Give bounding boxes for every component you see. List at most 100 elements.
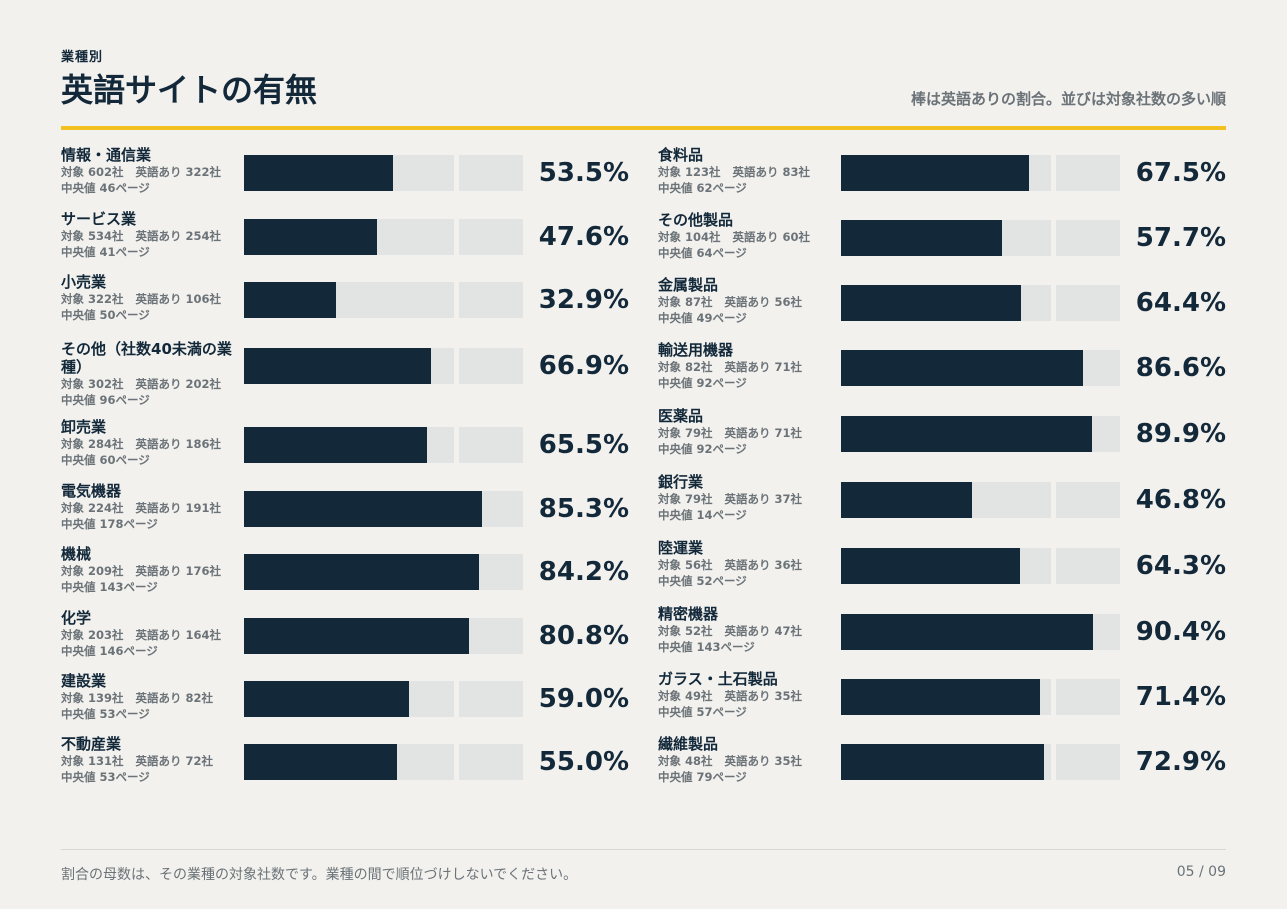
target-count: 対象 49社: [658, 689, 713, 703]
reference-tick: [454, 681, 460, 717]
count-spacer: [721, 165, 733, 179]
industry-counts: 対象 131社 英語あり 72社: [61, 753, 239, 769]
accent-rule: [61, 126, 1226, 130]
industry-info: 精密機器 対象 52社 英語あり 47社 中央値 143ページ: [658, 605, 836, 655]
target-count: 対象 79社: [658, 492, 713, 506]
bar-track: [244, 427, 523, 463]
bar-track: [244, 219, 523, 255]
reference-tick: [454, 219, 460, 255]
target-count: 対象 602社: [61, 165, 124, 179]
target-count: 対象 48社: [658, 754, 713, 768]
bar-track: [244, 681, 523, 717]
industry-name: 輸送用機器: [658, 341, 734, 359]
english-count: 英語あり 322社: [135, 165, 222, 179]
bar-track: [841, 614, 1120, 650]
industry-info: 輸送用機器 対象 82社 英語あり 71社中央値 92ページ: [658, 341, 836, 391]
percent-label: 32.9%: [538, 285, 629, 315]
industry-counts: 対象 104社 英語あり 60社: [658, 229, 836, 245]
industry-info: サービス業 対象 534社 英語あり 254社 中央値 41ページ: [61, 210, 239, 260]
target-count: 対象 203社: [61, 628, 124, 642]
target-count: 対象 534社: [61, 229, 124, 243]
reference-tick: [454, 155, 460, 191]
industry-name: 卸売業: [61, 418, 107, 436]
industry-name: 金属製品: [658, 276, 719, 294]
reference-tick: [1051, 744, 1057, 780]
target-count: 対象 302社: [61, 377, 124, 391]
industry-info: 繊維製品 対象 48社 英語あり 35社 中央値 79ページ: [658, 735, 836, 785]
bar-track: [244, 744, 523, 780]
median-pages: 中央値 79ページ: [658, 770, 747, 784]
bar-track: [841, 155, 1120, 191]
english-count: 英語あり 71社: [724, 360, 803, 374]
percent-label: 47.6%: [538, 222, 629, 252]
median-pages: 中央値 14ページ: [658, 508, 747, 522]
percent-label: 89.9%: [1135, 419, 1226, 449]
count-spacer: [713, 754, 725, 768]
industry-name: その他（社数40未満の業種）: [61, 340, 232, 376]
industry-name: 精密機器: [658, 605, 719, 623]
industry-info: 銀行業 対象 79社 英語あり 37社 中央値 14ページ: [658, 473, 836, 523]
industry-counts: 対象 87社 英語あり 56社: [658, 294, 836, 310]
count-spacer: [124, 564, 136, 578]
target-count: 対象 322社: [61, 292, 124, 306]
industry-name: 不動産業: [61, 735, 122, 753]
industry-counts: 対象 48社 英語あり 35社: [658, 753, 836, 769]
bar-track: [841, 350, 1120, 386]
bar-track: [244, 618, 523, 654]
bar-track: [841, 744, 1120, 780]
target-count: 対象 131社: [61, 754, 124, 768]
industry-info: 医薬品 対象 79社 英語あり 71社 中央値 92ページ: [658, 407, 836, 457]
industry-info: ガラス・土石製品 対象 49社 英語あり 35社 中央値 57ページ: [658, 670, 836, 720]
bar-fill: [244, 282, 336, 318]
bar-fill: [841, 744, 1045, 780]
count-spacer: [124, 229, 136, 243]
target-count: 対象 104社: [658, 230, 721, 244]
median-pages: 中央値 57ページ: [658, 705, 747, 719]
percent-label: 85.3%: [538, 494, 629, 524]
count-spacer: [713, 295, 725, 309]
industry-counts: 対象 302社 英語あり 202社: [61, 376, 239, 392]
reference-tick: [1051, 482, 1057, 518]
count-spacer: [124, 754, 136, 768]
median-pages: 中央値 52ページ: [658, 574, 747, 588]
bar-fill: [244, 618, 470, 654]
reference-tick: [1051, 548, 1057, 584]
count-spacer: [124, 377, 136, 391]
kicker: 業種別: [61, 50, 104, 65]
industry-counts: 対象 79社 英語あり 71社: [658, 425, 836, 441]
target-count: 対象 52社: [658, 624, 713, 638]
english-count: 英語あり 71社: [724, 426, 803, 440]
bar-track: [841, 416, 1120, 452]
english-count: 英語あり 83社: [732, 165, 811, 179]
industry-counts: 対象 139社 英語あり 82社: [61, 690, 239, 706]
count-spacer: [124, 292, 136, 306]
count-spacer: [124, 501, 136, 515]
count-spacer: [713, 426, 725, 440]
english-count: 英語あり 56社: [724, 295, 803, 309]
industry-counts: 対象 79社 英語あり 37社: [658, 491, 836, 507]
english-count: 英語あり 35社: [724, 689, 803, 703]
target-count: 対象 82社: [658, 360, 713, 374]
target-count: 対象 224社: [61, 501, 124, 515]
industry-info: 情報・通信業 対象 602社 英語あり 322社 中央値 46ページ: [61, 146, 239, 196]
industry-counts: 対象 534社 英語あり 254社: [61, 228, 239, 244]
median-pages: 中央値 96ページ: [61, 393, 150, 407]
english-count: 英語あり 47社: [724, 624, 803, 638]
count-spacer: [124, 437, 136, 451]
industry-name: 電気機器: [61, 482, 122, 500]
bar-fill: [244, 554, 479, 590]
industry-info: 電気機器 対象 224社 英語あり 191社 中央値 178ページ: [61, 482, 239, 532]
count-spacer: [721, 230, 733, 244]
footer-divider: [61, 849, 1226, 850]
reference-tick: [454, 427, 460, 463]
count-spacer: [713, 360, 725, 374]
percent-label: 90.4%: [1135, 617, 1226, 647]
bar-track: [244, 491, 523, 527]
english-count: 英語あり 36社: [724, 558, 803, 572]
industry-counts: 対象 322社 英語あり 106社: [61, 291, 239, 307]
bar-fill: [841, 614, 1094, 650]
median-pages: 中央値 92ページ: [658, 376, 747, 390]
footer-note: 割合の母数は、その業種の対象社数です。業種の間で順位づけしないでください。: [61, 867, 578, 883]
english-count: 英語あり 191社: [135, 501, 222, 515]
english-count: 英語あり 164社: [135, 628, 222, 642]
